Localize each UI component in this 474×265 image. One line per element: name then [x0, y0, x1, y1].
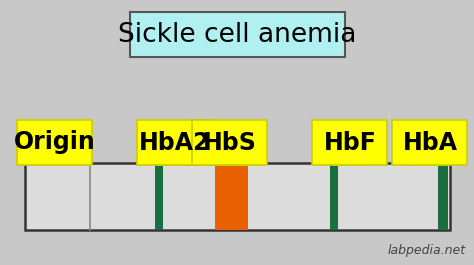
Bar: [25, 163, 450, 230]
Text: Origin: Origin: [14, 130, 96, 154]
Bar: [312, 120, 388, 165]
Bar: [192, 120, 267, 165]
Text: HbA: HbA: [402, 130, 457, 154]
Polygon shape: [37, 164, 73, 165]
Bar: [137, 120, 212, 165]
Bar: [155, 163, 163, 230]
Bar: [18, 120, 92, 165]
Polygon shape: [332, 164, 368, 165]
Bar: [215, 163, 248, 230]
Text: Sickle cell anemia: Sickle cell anemia: [118, 21, 357, 47]
Bar: [392, 120, 467, 165]
Text: HbF: HbF: [324, 130, 376, 154]
Text: HbA2: HbA2: [139, 130, 210, 154]
Polygon shape: [157, 164, 193, 165]
Polygon shape: [212, 164, 248, 165]
Bar: [330, 163, 338, 230]
Text: HbS: HbS: [203, 130, 257, 154]
Polygon shape: [412, 164, 448, 165]
Text: labpedia.net: labpedia.net: [388, 244, 466, 257]
Bar: [130, 12, 345, 57]
Bar: [438, 163, 448, 230]
